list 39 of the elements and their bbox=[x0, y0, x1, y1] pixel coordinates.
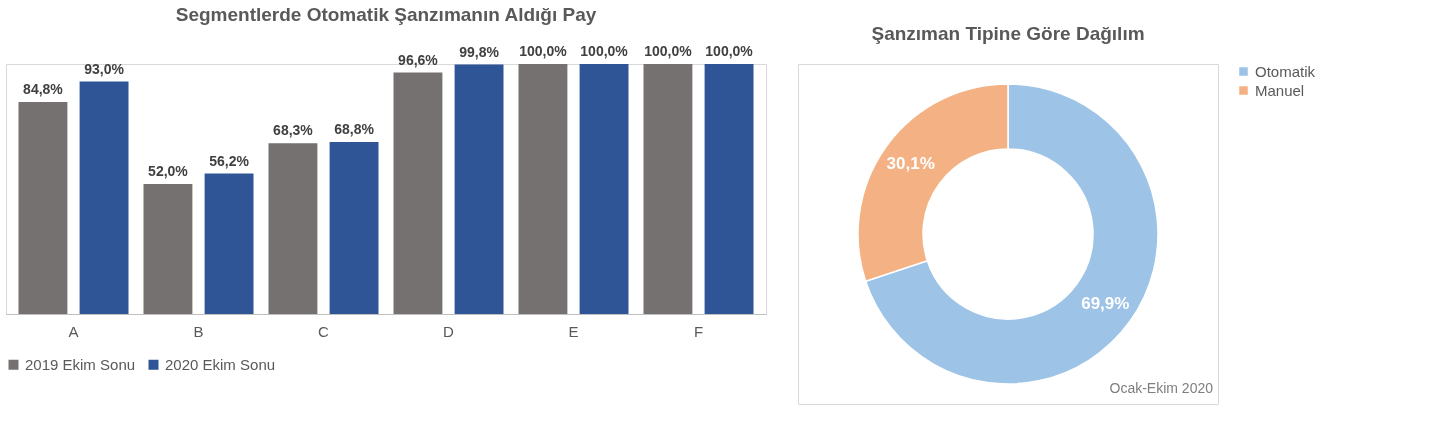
x-tick-label: F bbox=[693, 322, 704, 340]
data-label: 99,8% bbox=[459, 43, 500, 60]
data-label: 93,0% bbox=[84, 60, 125, 77]
bar bbox=[329, 142, 379, 314]
data-label: 100,0% bbox=[705, 43, 754, 59]
bar bbox=[579, 64, 629, 314]
legend-label: Manuel bbox=[1255, 81, 1305, 99]
text: Ocak-Ekim 2020 bbox=[1109, 380, 1214, 396]
x-tick-label: B bbox=[193, 322, 204, 340]
bar bbox=[643, 64, 693, 314]
data-label: 69,9% bbox=[1081, 294, 1130, 314]
data-label: 52,0% bbox=[148, 163, 189, 179]
data-label: 68,3% bbox=[273, 122, 314, 139]
bar bbox=[143, 184, 193, 314]
data-label: 96,6% bbox=[398, 51, 439, 68]
x-tick-label: A bbox=[68, 322, 79, 340]
bar bbox=[454, 64, 504, 314]
bar bbox=[704, 64, 754, 314]
data-label: 100,0% bbox=[519, 43, 568, 59]
x-tick-label: D bbox=[443, 322, 455, 340]
data-label: 30,1% bbox=[886, 153, 935, 173]
bar bbox=[18, 102, 68, 314]
legend-label: 2020 Ekim Sonu bbox=[165, 355, 276, 373]
legend-label: 2019 Ekim Sonu bbox=[25, 355, 136, 373]
chart-title: Segmentlerde Otomatik Şanzımanın Aldığı Pay bbox=[175, 4, 597, 25]
legend-label: Otomatik bbox=[1255, 62, 1316, 80]
x-tick-label: C bbox=[318, 322, 330, 340]
bar bbox=[204, 173, 254, 314]
data-label: 56,2% bbox=[209, 152, 250, 169]
data-label: 100,0% bbox=[580, 43, 629, 59]
chart-title: Şanzıman Tipine Göre Dağılım bbox=[871, 23, 1145, 44]
data-label: 100,0% bbox=[644, 43, 693, 59]
bar bbox=[518, 64, 568, 314]
bar bbox=[79, 81, 129, 314]
bar bbox=[393, 72, 443, 314]
data-label: 84,8% bbox=[23, 81, 64, 97]
data-label: 68,8% bbox=[334, 121, 375, 137]
bar bbox=[268, 143, 318, 314]
x-tick-label: E bbox=[568, 322, 579, 340]
